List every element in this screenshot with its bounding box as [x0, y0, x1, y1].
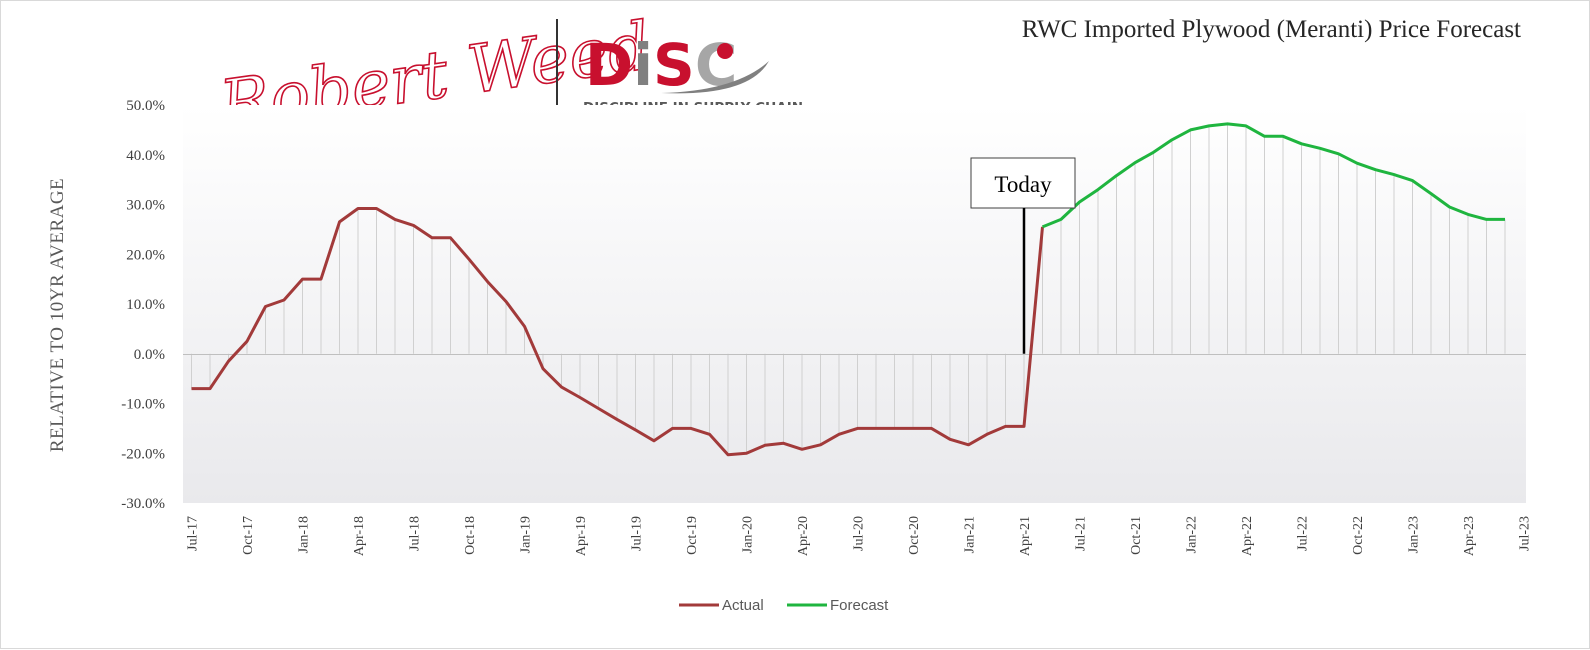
legend-label-forecast: Forecast: [830, 597, 889, 614]
today-label: Today: [994, 172, 1052, 197]
y-tick-label: -30.0%: [121, 496, 165, 512]
x-tick-label: Jan-18: [297, 516, 312, 553]
y-tick-label: 0.0%: [134, 347, 165, 363]
series-line-actual: [191, 207, 1044, 457]
x-tick-label: Jul-20: [852, 516, 867, 551]
y-tick-label: 30.0%: [126, 198, 165, 214]
plot-area: [183, 105, 1526, 503]
x-tick-label: Oct-19: [685, 516, 700, 555]
x-tick-label: Apr-20: [796, 516, 811, 556]
x-axis-ticks: Jul-17 Oct-17 Jan-18 Apr-18 Jul-18 Oct-18 Jan-…: [186, 516, 1533, 556]
x-tick-label: Oct-21: [1129, 516, 1144, 555]
y-tick-label: -10.0%: [121, 397, 165, 413]
x-tick-label: Oct-20: [907, 516, 922, 555]
x-tick-label: Jul-21: [1074, 516, 1089, 551]
x-tick-label: Oct-17: [241, 516, 256, 555]
x-tick-label: Jan-22: [1185, 516, 1200, 553]
x-tick-label: Jul-18: [408, 516, 423, 551]
y-axis-label: RELATIVE TO 10YR AVERAGE: [47, 178, 68, 452]
logo-divider: [556, 19, 558, 129]
disc-swoosh-icon: [661, 61, 769, 94]
today-box: [970, 157, 1076, 209]
x-tick-label: Apr-21: [1018, 516, 1033, 556]
x-tick-label: Oct-22: [1351, 516, 1366, 555]
chart-title: RWC Imported Plywood (Meranti) Price For…: [1022, 16, 1521, 43]
x-tick-label: Jan-19: [519, 516, 534, 553]
series-line-forecast: [1041, 122, 1505, 229]
x-tick-label: Jul-19: [630, 516, 645, 551]
x-tick-label: Oct-18: [463, 516, 478, 555]
y-tick-label: 20.0%: [126, 247, 165, 263]
drop-lines: [191, 123, 1506, 455]
x-tick-label: Apr-22: [1240, 516, 1255, 556]
legend: Actual Forecast: [679, 597, 889, 614]
y-tick-label: 10.0%: [126, 297, 165, 313]
series-lines: [191, 122, 1505, 457]
y-axis-ticks: 50.0% 40.0% 30.0% 20.0% 10.0% 0.0% -10.0% -20.0…: [121, 98, 165, 512]
x-tick-label: Jan-23: [1407, 516, 1422, 553]
y-tick-label: -20.0%: [121, 446, 165, 462]
x-tick-label: Jul-22: [1296, 516, 1311, 551]
x-tick-label: Apr-19: [574, 516, 589, 556]
x-tick-label: Apr-23: [1462, 516, 1477, 556]
x-tick-label: Jan-20: [741, 516, 756, 553]
x-tick-label: Jan-21: [963, 516, 978, 553]
y-tick-label: 50.0%: [126, 98, 165, 114]
x-tick-label: Jul-17: [186, 516, 201, 551]
legend-label-actual: Actual: [722, 597, 764, 614]
y-tick-label: 40.0%: [126, 148, 165, 164]
today-annotation: Today: [970, 157, 1076, 354]
x-tick-label: Apr-18: [352, 516, 367, 556]
disc-dot-icon: [717, 43, 733, 59]
x-tick-label: Jul-23: [1518, 516, 1533, 551]
